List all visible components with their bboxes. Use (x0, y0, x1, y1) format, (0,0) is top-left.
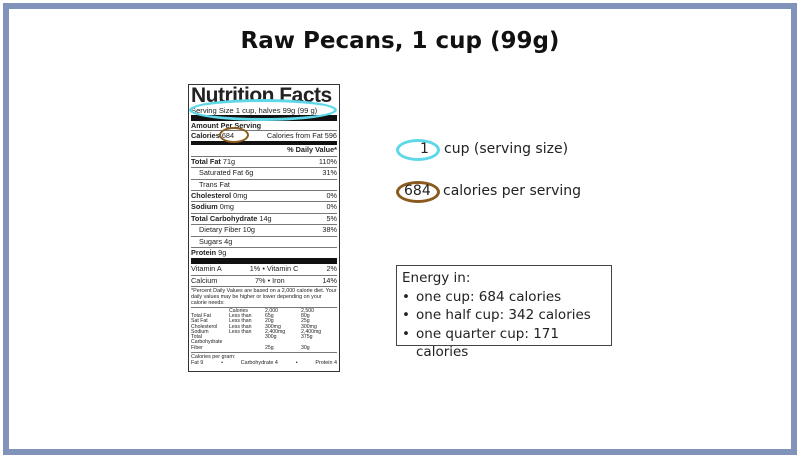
grid-cell: 30g (301, 344, 310, 351)
grid-cell: Sat Fat (191, 318, 208, 325)
energy-box: Energy in: one cup: 684 caloriesone half… (396, 265, 612, 360)
nutrient-row: Protein 9g (191, 246, 337, 258)
calories-legend-value: 684 (404, 183, 431, 199)
grid-cell: Sodium (191, 328, 209, 335)
serving-legend-ellipse (396, 139, 440, 161)
energy-item: one half cup: 342 calories (402, 306, 606, 325)
calories-legend-text: calories per serving (443, 183, 582, 199)
calories-highlight-ellipse (219, 127, 249, 143)
grid-cell: Less than (229, 323, 252, 330)
nutrient-row: Dietary Fiber 10g 38% (191, 224, 337, 235)
grid-cell (229, 346, 265, 351)
slide-title: Raw Pecans, 1 cup (99g) (240, 28, 560, 54)
grid-cell: 2,400mg (265, 328, 286, 335)
energy-heading: Energy in: (402, 270, 471, 286)
serving-legend-text: cup (serving size) (444, 141, 569, 157)
grid-cell: 2,000 (265, 308, 278, 315)
footnote: *Percent Daily Values are based on a 2,0… (191, 286, 337, 307)
grid-cell: Calories (229, 308, 249, 315)
nutrient-row: Sugars 4g (191, 235, 337, 247)
daily-values-table: Calories 2,000 2,500 Total Fat Less than 65g 8… (191, 307, 337, 351)
vitamin-row: Vitamin A 1% • Vitamin C 2% (191, 264, 337, 274)
amount-per-serving: Amount Per Serving (191, 121, 262, 130)
nutrient-row: Sodium 0mg 0% (191, 201, 337, 212)
calories-legend-ellipse (396, 181, 440, 203)
grid-cell: 375g (301, 334, 313, 341)
serving-legend-value: 1 (420, 141, 429, 157)
mineral-row: Calcium 7% • Iron 14% (191, 274, 337, 285)
grid-cell: 20g (265, 318, 274, 325)
grid-cell: 300mg (265, 323, 281, 330)
grid-cell: 25g (265, 344, 274, 351)
grid-cell: 2,400mg (301, 328, 322, 335)
dv-header: % Daily Value* (287, 145, 337, 155)
grid-cell: Total Carbohydrate (191, 334, 223, 346)
grid-cell: 300g (265, 334, 277, 341)
grid-cell: 65g (265, 313, 274, 320)
serving-highlight-ellipse (189, 99, 337, 121)
grid-cell: 2,500 (301, 308, 314, 315)
nutrition-label: Nutrition Facts Serving Size 1 cup, halv… (188, 84, 340, 372)
calories-row: Calories 684 Calories from Fat 596 (191, 130, 337, 140)
energy-item: one quarter cup: 171 calories (402, 325, 606, 362)
grid-cell: Total Fat (191, 313, 211, 320)
grid-cell: 80g (301, 313, 310, 320)
grid-cell: 25g (301, 318, 310, 325)
grid-cell: Cholesterol (191, 323, 218, 330)
grid-cell: Fiber (191, 344, 203, 351)
grid-cell: Less than (229, 318, 252, 325)
grid-cell: 300mg (301, 323, 317, 330)
energy-item: one cup: 684 calories (402, 288, 606, 307)
nutrient-row: Total Fat 71g 110% (191, 155, 337, 166)
grid-cell: Less than (229, 313, 252, 320)
slide-frame (3, 3, 797, 455)
nutrient-row: Trans Fat (191, 178, 337, 190)
calories-per-gram: Calories per gram: Fat 9 • Carbohydrate 4 •… (191, 351, 337, 366)
nutrient-row: Saturated Fat 6g 31% (191, 167, 337, 178)
grid-cell (229, 335, 265, 345)
grid-cell: Less than (229, 328, 252, 335)
nutrient-row: Total Carbohydrate 14g 5% (191, 212, 337, 223)
nutrient-row: Cholesterol 0mg 0% (191, 189, 337, 200)
